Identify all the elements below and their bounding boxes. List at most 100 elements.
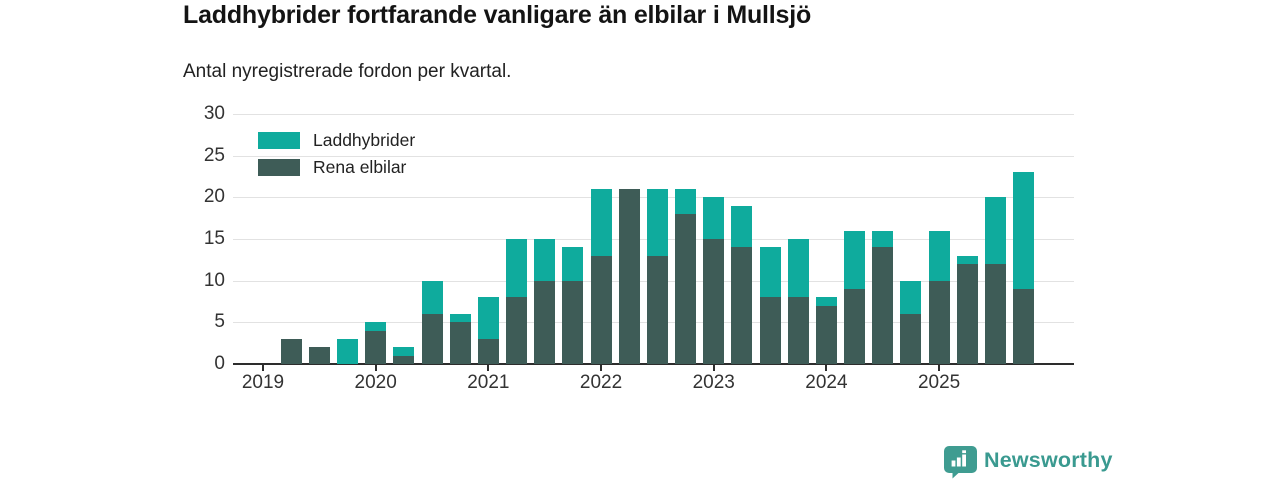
bar-segment-rena-elbilar	[365, 330, 387, 364]
bar-2019-q4	[337, 114, 358, 364]
bar-2021-q3	[534, 114, 556, 364]
x-tick-label-2022: 2022	[579, 372, 623, 393]
bar-2022-q1	[590, 114, 612, 364]
bar-segment-laddhybrider	[900, 280, 922, 314]
bar-segment-rena-elbilar	[280, 339, 302, 364]
bar-2021-q4	[562, 114, 584, 364]
x-tick-label-2023: 2023	[692, 372, 735, 393]
legend-swatch-icon	[258, 159, 300, 176]
y-tick-label: 25	[203, 144, 225, 166]
bar-segment-laddhybrider	[562, 247, 584, 281]
bar-segment-laddhybrider	[590, 189, 612, 256]
legend-label: Rena elbilar	[313, 157, 407, 177]
bar-segment-rena-elbilar	[956, 264, 978, 364]
bar-segment-laddhybrider	[815, 297, 837, 306]
legend-label: Laddhybrider	[313, 130, 416, 150]
bar-2025-q2	[956, 114, 978, 364]
bar-2025-q3	[984, 114, 1006, 364]
bar-2022-q2	[618, 114, 640, 364]
bar-2023-q2	[731, 114, 753, 364]
bar-2022-q3	[646, 114, 668, 364]
x-tick-2023	[712, 364, 715, 371]
y-tick-label: 20	[203, 186, 225, 208]
bar-segment-rena-elbilar	[984, 264, 1006, 364]
x-tick-2022	[600, 364, 603, 371]
bar-2020-q1	[365, 114, 387, 364]
bar-2020-q4	[449, 114, 471, 364]
gridline-30	[233, 114, 1074, 115]
x-tick-2021	[487, 364, 490, 371]
bar-segment-rena-elbilar	[844, 289, 866, 364]
legend-item-rena-elbilar: Rena elbilar	[258, 157, 415, 177]
bar-2020-q3	[421, 114, 443, 364]
y-tick-label: 0	[214, 353, 225, 374]
y-tick-label: 10	[203, 269, 225, 291]
bar-segment-rena-elbilar	[900, 314, 922, 364]
x-tick-2025	[938, 364, 941, 371]
brand-name: Newsworthy	[984, 448, 1113, 472]
x-tick-label-2021: 2021	[467, 372, 510, 393]
bar-segment-rena-elbilar	[506, 297, 528, 364]
bar-segment-laddhybrider	[787, 239, 809, 298]
y-tick-label: 15	[203, 228, 225, 249]
bar-2020-q2	[393, 114, 415, 364]
bar-2024-q3	[872, 114, 894, 364]
bar-segment-rena-elbilar	[787, 297, 809, 364]
x-tick-label-2019: 2019	[241, 372, 285, 393]
bar-2019-q3	[308, 114, 330, 364]
bar-segment-laddhybrider	[928, 230, 950, 281]
bar-segment-laddhybrider	[675, 189, 697, 214]
bar-segment-rena-elbilar	[562, 280, 584, 364]
bar-segment-rena-elbilar	[703, 239, 725, 364]
bar-2024-q1	[815, 114, 837, 364]
x-tick-label-2025: 2025	[917, 372, 961, 393]
bar-2022-q4	[675, 114, 697, 364]
bar-segment-laddhybrider	[1013, 172, 1035, 289]
legend-swatch-icon	[258, 132, 300, 149]
bar-2023-q1	[703, 114, 725, 364]
bar-segment-laddhybrider	[534, 239, 556, 281]
bar-2023-q4	[787, 114, 809, 364]
bar-segment-rena-elbilar	[872, 247, 894, 364]
bar-segment-laddhybrider	[449, 314, 471, 323]
legend: Laddhybrider Rena elbilar	[258, 130, 416, 186]
bar-segment-rena-elbilar	[928, 280, 950, 364]
bar-2024-q2	[844, 114, 866, 364]
bar-segment-rena-elbilar	[393, 355, 415, 364]
bar-2025-q4	[1013, 114, 1035, 364]
bar-segment-laddhybrider	[393, 347, 415, 356]
bar-segment-rena-elbilar	[1013, 289, 1035, 364]
bar-2021-q1	[477, 114, 499, 364]
bar-chart-badge-icon	[944, 446, 977, 479]
bar-segment-laddhybrider	[872, 230, 894, 248]
x-tick-2020	[374, 364, 377, 371]
bar-segment-rena-elbilar	[308, 347, 330, 364]
y-tick-label: 30	[203, 103, 225, 124]
bar-segment-rena-elbilar	[759, 297, 781, 364]
bar-segment-rena-elbilar	[618, 189, 640, 364]
bar-segment-rena-elbilar	[421, 314, 443, 364]
x-tick-label-2020: 2020	[354, 372, 397, 393]
bar-segment-rena-elbilar	[731, 247, 753, 364]
bar-2023-q3	[759, 114, 781, 364]
bar-segment-rena-elbilar	[815, 305, 837, 364]
bar-segment-laddhybrider	[337, 339, 358, 364]
legend-item-laddhybrider: Laddhybrider	[258, 130, 416, 150]
bar-segment-rena-elbilar	[675, 214, 697, 364]
bar-segment-laddhybrider	[646, 189, 668, 256]
x-tick-2019	[262, 364, 264, 371]
bar-segment-laddhybrider	[984, 197, 1006, 264]
bar-segment-rena-elbilar	[646, 255, 668, 364]
plot-area: Laddhybrider Rena elbilar 0 5 10 15 20 25 30 201…	[204, 103, 1074, 393]
bar-2024-q4	[900, 114, 922, 364]
bar-segment-rena-elbilar	[477, 339, 499, 364]
bar-2019-q1	[253, 114, 274, 364]
x-tick-label-2024: 2024	[805, 372, 848, 393]
bar-2021-q2	[506, 114, 528, 364]
bar-2019-q2	[280, 114, 302, 364]
bar-segment-laddhybrider	[844, 230, 866, 289]
bar-segment-laddhybrider	[956, 255, 978, 264]
bar-segment-rena-elbilar	[449, 322, 471, 364]
bar-segment-laddhybrider	[421, 280, 443, 314]
